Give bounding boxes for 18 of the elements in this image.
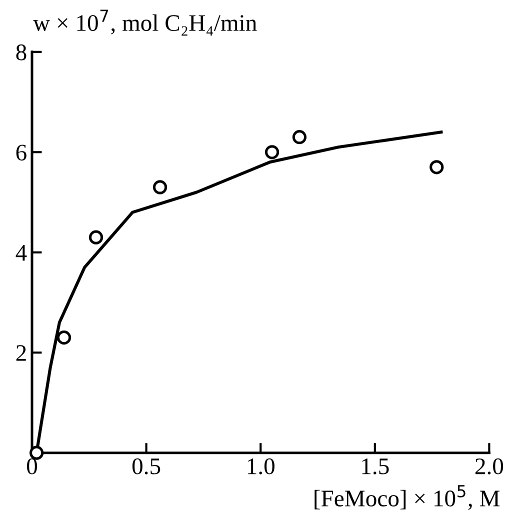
point	[264, 145, 280, 160]
point	[88, 230, 104, 244]
point	[430, 160, 444, 174]
y-tick-label: 6	[16, 144, 26, 161]
x-tick-label: 2.0	[475, 458, 504, 474]
point	[292, 130, 307, 144]
y-tick-label: 2	[16, 345, 26, 361]
y-tick-label: 4	[16, 245, 27, 261]
point	[30, 446, 44, 460]
x-tick-label: 1.0	[248, 458, 274, 474]
x-tick-label: 1.5	[362, 458, 389, 474]
point	[152, 180, 168, 194]
x-tick-label: 0	[27, 458, 38, 474]
y-axis-title: w × 10$^{7}$, mol C₂H₄/min	[33, 10, 257, 36]
x-tick-label: 0.5	[132, 458, 160, 474]
y-tick-label: 8	[16, 44, 26, 60]
point	[56, 330, 72, 345]
x-axis-title: [FeMoco] × 10$^{5}$, M	[314, 485, 500, 510]
